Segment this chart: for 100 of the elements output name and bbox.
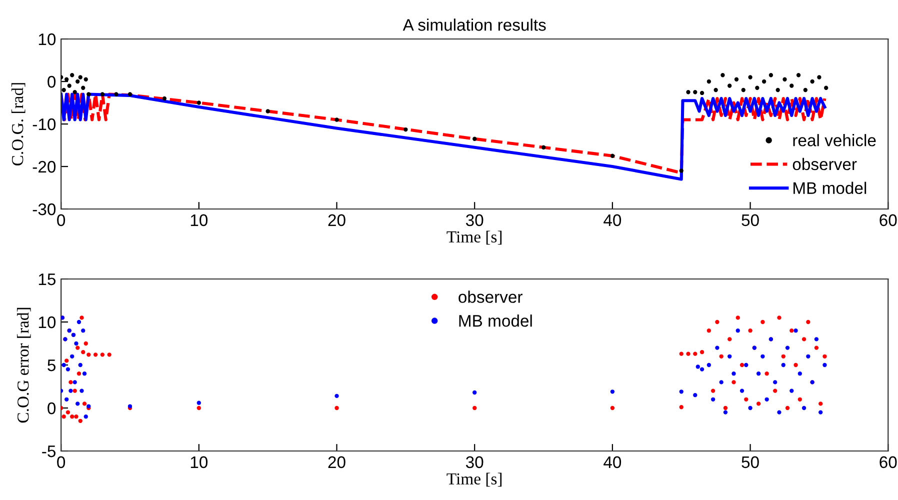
point [706,79,712,84]
x-tick-label: 40 [604,456,622,468]
point [541,145,546,150]
point [748,75,752,80]
point [728,84,732,88]
point [610,154,615,158]
point [776,88,780,92]
point [76,402,80,406]
point [785,346,790,350]
point [814,337,819,342]
y-axis-title: C.O.G error [rad] [16,308,31,423]
point [760,354,765,358]
legend-label: observer [792,158,857,170]
x-tick-label: 50 [742,456,759,468]
point [728,354,732,358]
point [81,86,86,90]
point [679,390,684,394]
point [798,372,802,376]
y-tick-label: 0 [48,76,56,88]
point [84,414,88,419]
point [744,362,748,368]
point [720,73,725,78]
point [70,73,74,78]
point [72,90,77,94]
point [76,79,80,84]
point [686,90,690,94]
point [802,406,806,410]
point [472,136,477,141]
point [714,88,718,92]
x-axis-title: Time [s] [446,230,502,245]
x-tick-label: 20 [328,456,346,468]
point [81,328,86,333]
point [696,364,700,369]
point [719,380,724,384]
point [64,397,69,402]
point [817,75,822,80]
x-tick-label: 0 [57,214,66,226]
y-tick-label: 5 [48,360,56,372]
legend-label: MB model [794,182,866,194]
point [822,362,827,368]
point [196,100,201,105]
y-tick-label: 0 [48,402,56,414]
y-tick-label: 10 [38,316,56,328]
point [693,393,698,398]
point [790,388,794,393]
point [76,320,82,324]
point [72,380,77,384]
point [114,92,118,96]
point [700,90,704,96]
point [818,410,823,414]
legend-label: real vehicle [793,134,876,146]
y-axis-title: C.O.G. [rad] [11,83,26,166]
x-tick-label: 0 [57,456,66,468]
point [62,88,66,92]
point [700,367,704,372]
point [768,73,774,78]
point [128,92,132,96]
point [68,388,73,393]
point [741,88,746,92]
point [748,406,752,410]
legend-label: MB model [459,314,532,327]
point [762,79,766,84]
point [100,92,104,96]
chart-title: A simulation results [402,18,546,31]
point [196,400,201,405]
point [777,410,782,414]
point [736,328,740,333]
point [794,328,798,333]
point [734,77,739,82]
point [472,390,477,395]
point [723,410,728,414]
point [732,372,736,376]
point [755,86,760,90]
point [806,354,810,358]
point [756,372,761,376]
point [706,362,712,368]
point [78,75,82,80]
point [74,341,78,346]
point [82,372,87,376]
x-tick-label: 50 [742,214,759,226]
x-tick-label: 60 [880,214,897,226]
x-tick-label: 30 [466,456,484,468]
x-tick-label: 40 [604,214,622,226]
point [764,397,769,402]
point [782,77,787,82]
legend-label: observer [458,290,522,303]
y-tick-label: -10 [32,118,56,130]
point [773,380,778,384]
y-tick-label: -30 [32,203,56,216]
point [781,362,786,368]
point [86,92,91,96]
y-tick-label: 10 [38,33,56,46]
point [78,362,82,368]
point [67,84,72,88]
point [824,86,828,90]
y-tick-label: -5 [42,446,56,458]
x-axis-title: Time [s] [446,472,502,487]
point [790,84,794,88]
point [810,79,814,84]
point [803,88,808,92]
